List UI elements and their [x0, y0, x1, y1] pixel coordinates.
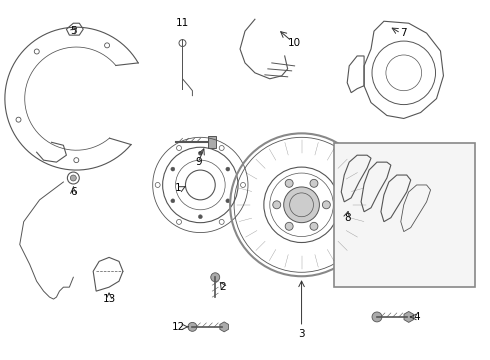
Text: 9: 9: [195, 157, 202, 167]
Circle shape: [226, 199, 230, 203]
Bar: [334, 143, 475, 287]
Circle shape: [273, 201, 281, 209]
Bar: [208, 136, 216, 148]
Text: 3: 3: [298, 329, 305, 339]
Text: 10: 10: [288, 38, 301, 48]
Text: 5: 5: [70, 26, 76, 36]
Circle shape: [226, 167, 230, 171]
Circle shape: [284, 187, 319, 223]
Text: 2: 2: [219, 282, 225, 292]
Circle shape: [372, 312, 382, 322]
Circle shape: [71, 175, 76, 181]
Text: 11: 11: [176, 18, 189, 28]
Circle shape: [285, 222, 293, 230]
Circle shape: [198, 151, 202, 155]
Text: 6: 6: [70, 187, 76, 197]
Text: 8: 8: [344, 213, 350, 223]
Circle shape: [211, 273, 220, 282]
Circle shape: [322, 201, 330, 209]
Circle shape: [310, 222, 318, 230]
Circle shape: [198, 215, 202, 219]
Circle shape: [171, 167, 175, 171]
Text: 13: 13: [102, 294, 116, 304]
Text: 7: 7: [400, 28, 407, 38]
Circle shape: [285, 179, 293, 187]
Circle shape: [310, 179, 318, 187]
Text: 12: 12: [172, 322, 185, 332]
Circle shape: [188, 323, 197, 331]
Text: 1: 1: [175, 183, 182, 193]
Circle shape: [171, 199, 175, 203]
Text: 4: 4: [414, 312, 420, 322]
